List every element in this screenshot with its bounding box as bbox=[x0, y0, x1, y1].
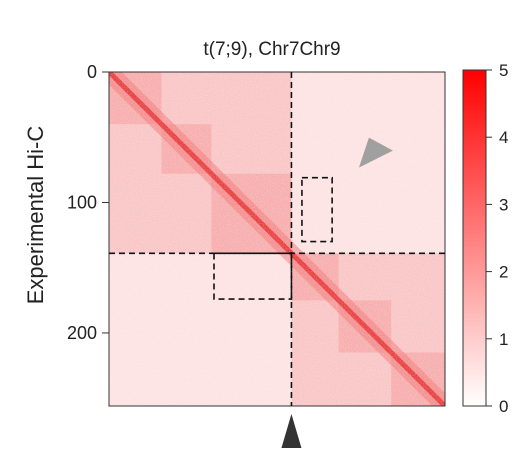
colorbar: 0 1 2 3 4 5 bbox=[462, 61, 508, 416]
colorbar-ticks: 0 1 2 3 4 5 bbox=[486, 61, 508, 416]
heatmap-frame bbox=[108, 71, 446, 407]
dashed-lower-box bbox=[213, 252, 293, 300]
colorbar-tick-label-0: 0 bbox=[499, 397, 508, 416]
colorbar-tick-label-3: 3 bbox=[499, 195, 508, 214]
gray-arrowhead-icon bbox=[358, 137, 393, 168]
y-axis: 0 100 200 bbox=[67, 62, 109, 343]
black-arrowhead-icon bbox=[281, 414, 302, 448]
colorbar-tick-label-1: 1 bbox=[499, 330, 508, 349]
colorbar-tick-label-5: 5 bbox=[499, 61, 508, 80]
y-tick-label-0: 0 bbox=[87, 62, 97, 82]
y-axis-label: Experimental Hi-C bbox=[23, 126, 48, 305]
colorbar-tick-label-4: 4 bbox=[499, 128, 508, 147]
annotation-overlays bbox=[109, 72, 445, 406]
dashed-upper-box bbox=[301, 176, 333, 243]
noise-texture bbox=[109, 72, 445, 406]
colorbar-tick-label-2: 2 bbox=[499, 263, 508, 282]
y-tick-label-100: 100 bbox=[67, 192, 97, 212]
arrows bbox=[281, 137, 393, 448]
colorbar-bar bbox=[462, 69, 487, 407]
y-tick-label-200: 200 bbox=[67, 323, 97, 343]
heatmap bbox=[109, 72, 445, 406]
chart-title: t(7;9), Chr7Chr9 bbox=[203, 39, 340, 60]
